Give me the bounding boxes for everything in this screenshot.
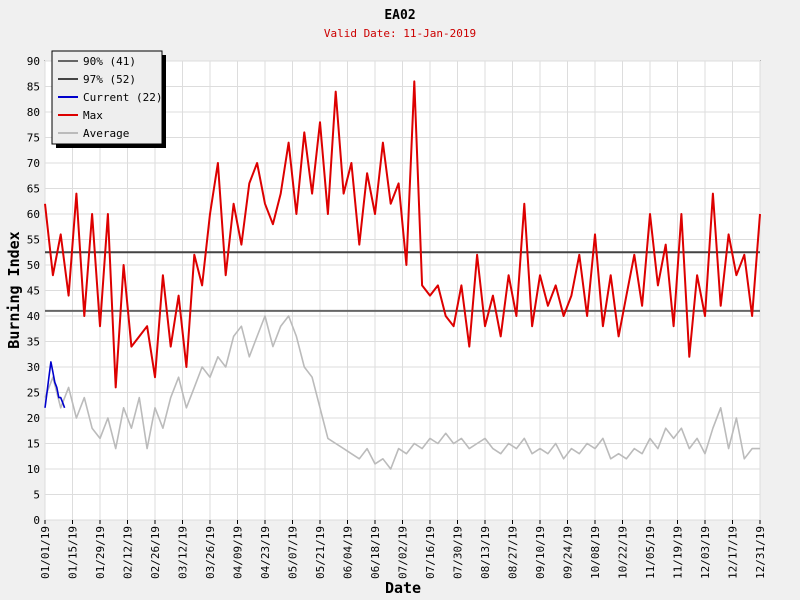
- y-tick-label: 10: [27, 463, 40, 476]
- y-tick-label: 70: [27, 157, 40, 170]
- y-axis-ticks: 0 5 10 15 20 25 30 35 40 45 50 55 60 65 70 75 80 85 90: [27, 55, 40, 527]
- y-tick-label: 45: [27, 285, 40, 298]
- x-tick-label: 05/07/19: [287, 526, 300, 579]
- x-tick-label: 08/27/19: [507, 526, 520, 579]
- x-tick-label: 01/15/19: [67, 526, 80, 579]
- y-tick-label: 5: [33, 489, 40, 502]
- y-axis-label: Burning Index: [5, 231, 23, 348]
- y-tick-label: 30: [27, 361, 40, 374]
- x-axis-label: Date: [385, 579, 421, 597]
- x-tick-label: 04/09/19: [232, 526, 245, 579]
- series-lines: [44, 80, 761, 470]
- x-tick-label: 10/22/19: [617, 526, 630, 579]
- y-tick-label: 80: [27, 106, 40, 119]
- y-tick-label: 25: [27, 387, 40, 400]
- legend-label: 97% (52): [83, 73, 136, 86]
- y-tick-label: 0: [33, 514, 40, 527]
- y-tick-label: 35: [27, 336, 40, 349]
- legend: 90% (41) 97% (52) Current (22) Max Average: [51, 50, 166, 148]
- x-tick-label: 06/04/19: [342, 526, 355, 579]
- y-tick-label: 85: [27, 81, 40, 94]
- legend-label: Current (22): [83, 91, 162, 104]
- y-tick-label: 60: [27, 208, 40, 221]
- y-tick-label: 65: [27, 183, 40, 196]
- x-tick-label: 12/03/19: [699, 526, 712, 579]
- x-tick-label: 11/19/19: [672, 526, 685, 579]
- x-tick-label: 11/05/19: [644, 526, 657, 579]
- x-tick-label: 01/29/19: [94, 526, 107, 579]
- y-tick-label: 55: [27, 234, 40, 247]
- max-series-line: [44, 80, 761, 389]
- current-series-line: [44, 361, 66, 409]
- x-tick-label: 12/31/19: [754, 526, 767, 579]
- y-tick-label: 50: [27, 259, 40, 272]
- threshold-lines: [45, 251, 760, 312]
- legend-label: 90% (41): [83, 55, 136, 68]
- y-tick-label: 40: [27, 310, 40, 323]
- x-tick-label: 09/24/19: [562, 526, 575, 579]
- y-tick-label: 20: [27, 412, 40, 425]
- average-series-line: [44, 315, 760, 470]
- y-tick-label: 75: [27, 132, 40, 145]
- x-tick-label: 07/02/19: [397, 526, 410, 579]
- x-tick-label: 01/01/19: [39, 526, 52, 579]
- legend-label: Max: [83, 109, 103, 122]
- legend-label: Average: [83, 127, 129, 140]
- x-tick-label: 04/23/19: [259, 526, 272, 579]
- x-axis-ticks: 01/01/19 01/15/19 01/29/19 02/12/19 02/26/19…: [39, 520, 767, 579]
- x-tick-label: 10/08/19: [589, 526, 602, 579]
- x-tick-label: 12/17/19: [727, 526, 740, 579]
- x-tick-label: 03/26/19: [204, 526, 217, 579]
- x-tick-label: 09/10/19: [534, 526, 547, 579]
- x-tick-label: 07/30/19: [452, 526, 465, 579]
- x-tick-label: 07/16/19: [424, 526, 437, 579]
- x-tick-label: 05/21/19: [314, 526, 327, 579]
- x-tick-label: 06/18/19: [369, 526, 382, 579]
- y-tick-label: 15: [27, 438, 40, 451]
- x-tick-label: 03/12/19: [177, 526, 190, 579]
- chart-title: EA02: [384, 8, 415, 23]
- y-tick-label: 90: [27, 55, 40, 68]
- x-tick-label: 02/12/19: [122, 526, 135, 579]
- chart-subtitle: Valid Date: 11-Jan-2019: [324, 27, 476, 40]
- x-tick-label: 02/26/19: [149, 526, 162, 579]
- x-tick-label: 08/13/19: [479, 526, 492, 579]
